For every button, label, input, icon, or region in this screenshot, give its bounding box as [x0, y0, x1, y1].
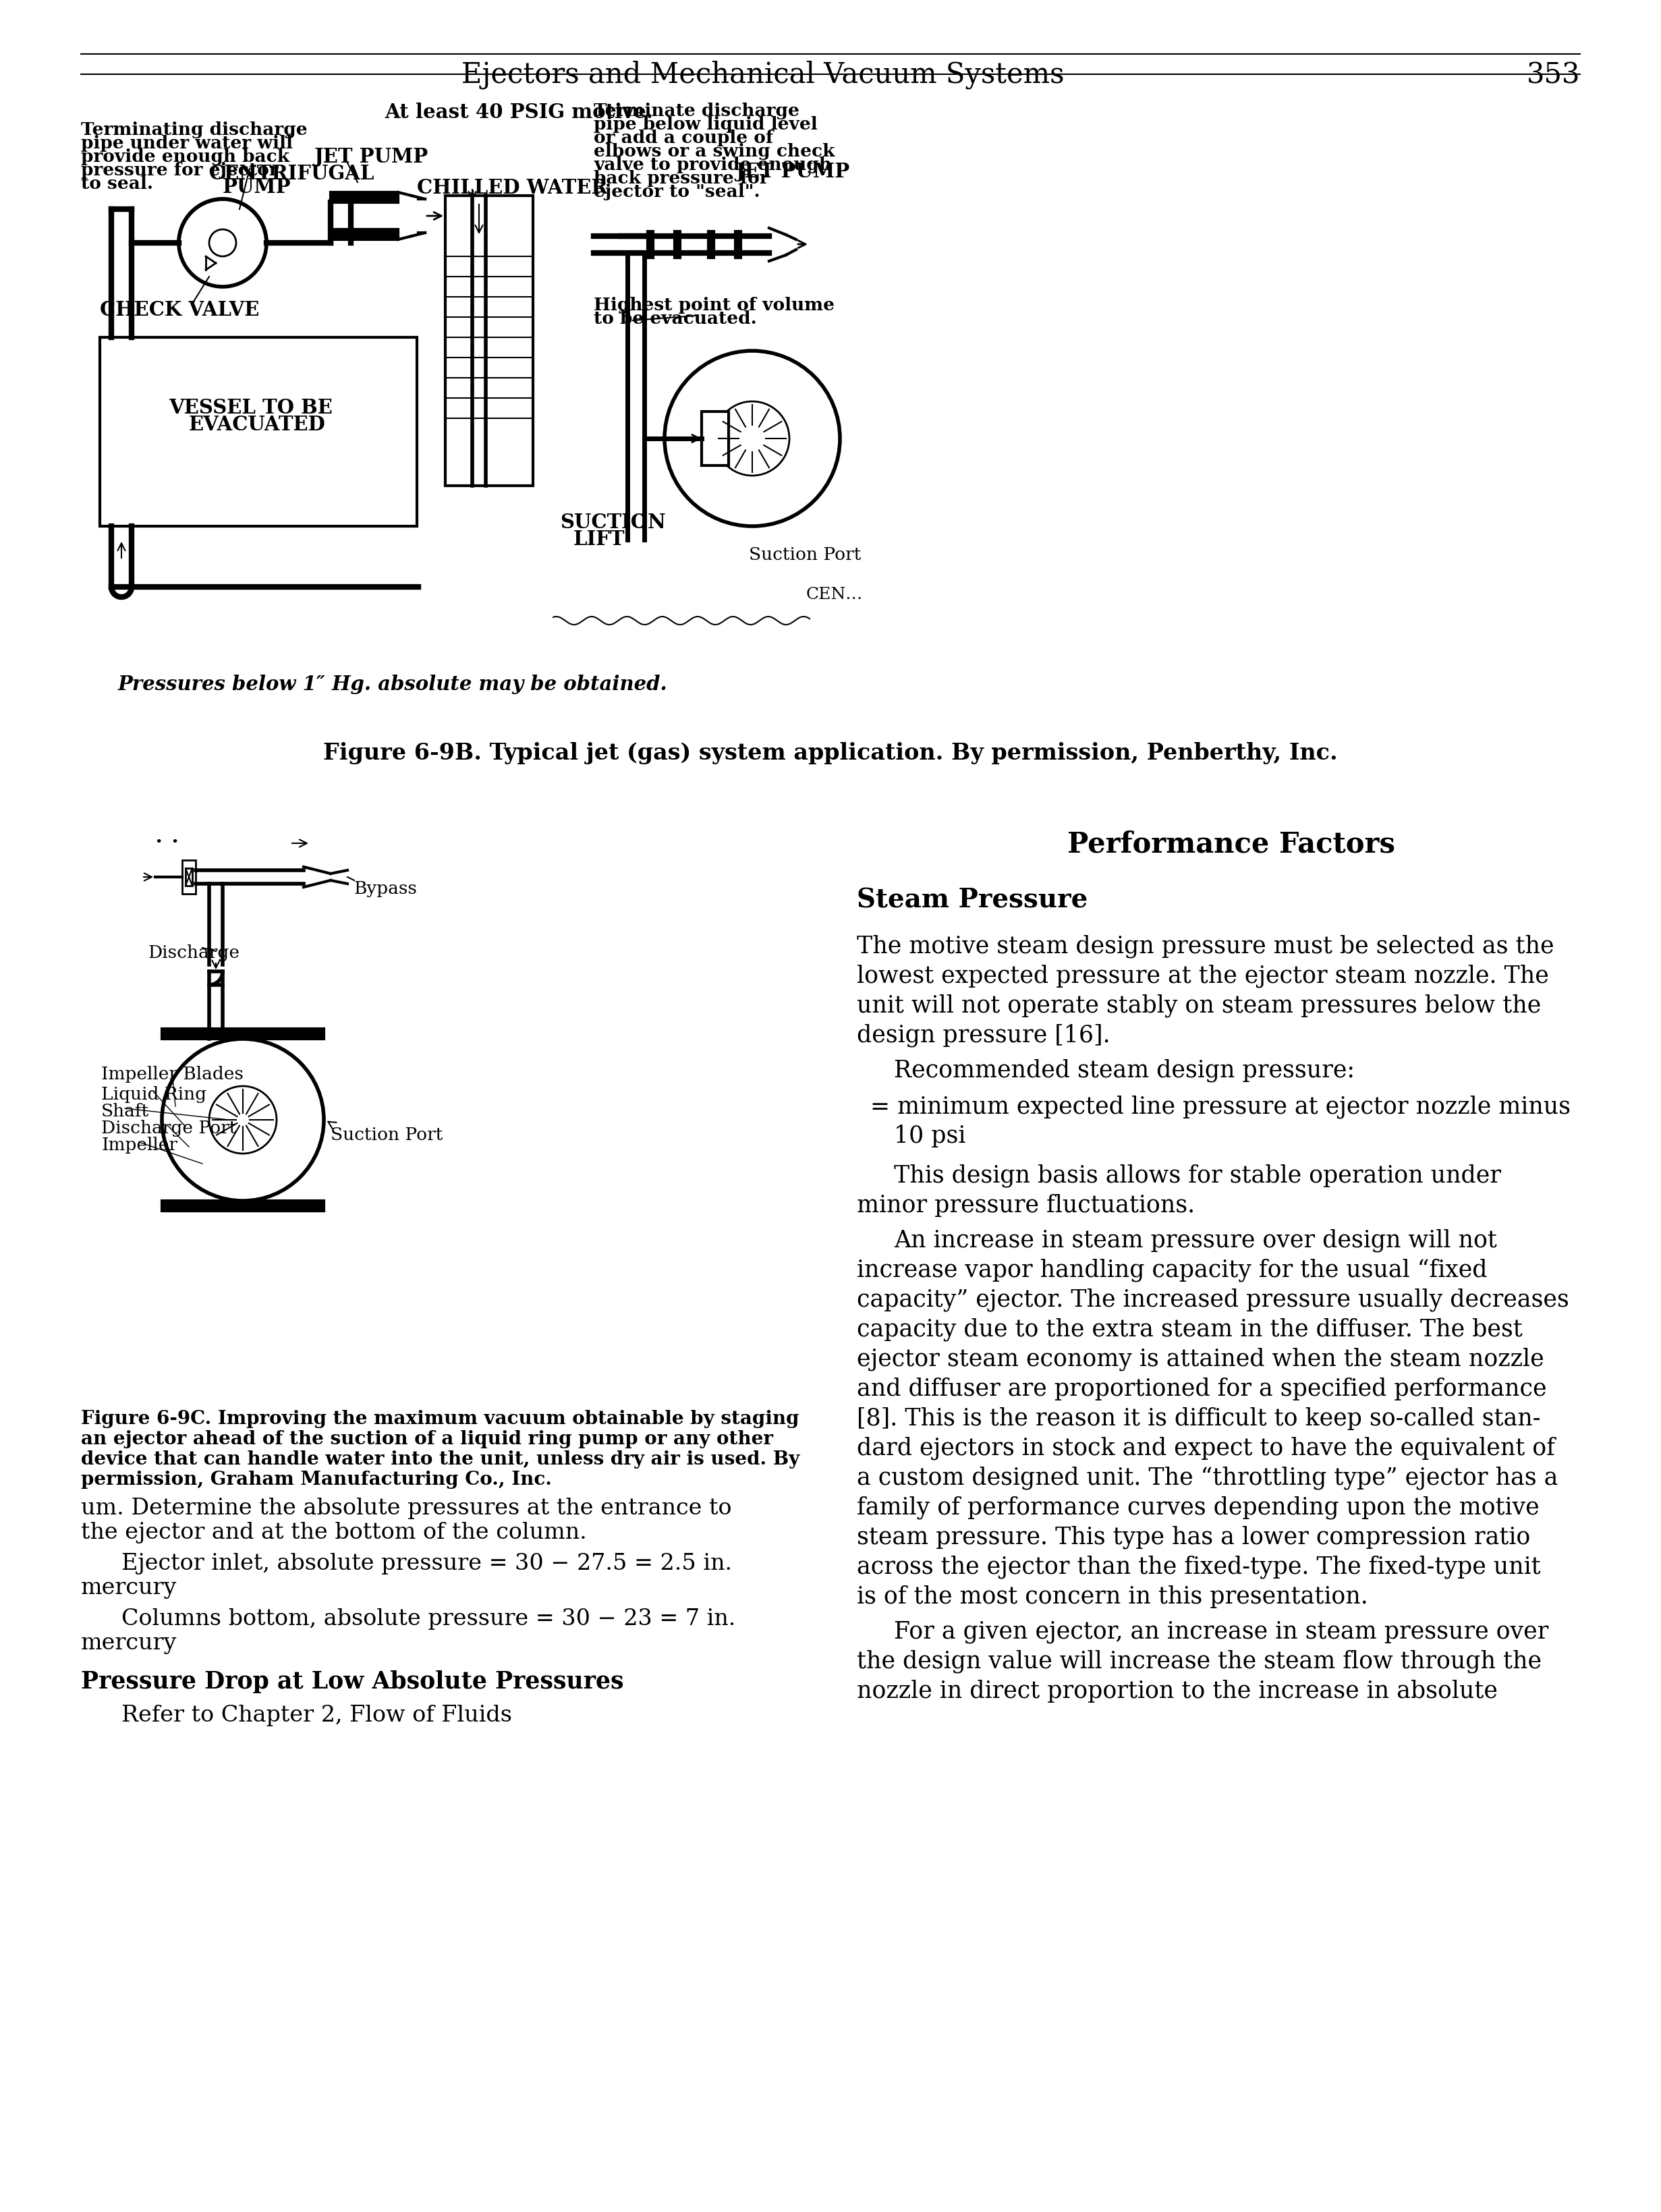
Bar — [183, 860, 196, 894]
Text: Suction Port: Suction Port — [749, 546, 860, 564]
Text: nozzle in direct proportion to the increase in absolute: nozzle in direct proportion to the incre… — [857, 1679, 1498, 1703]
Circle shape — [161, 1040, 324, 1201]
Circle shape — [179, 199, 266, 288]
Text: the design value will increase the steam flow through the: the design value will increase the steam… — [857, 1650, 1541, 1672]
Text: LIFT: LIFT — [573, 529, 625, 549]
Text: a custom designed unit. The “throttling type” ejector has a: a custom designed unit. The “throttling … — [857, 1467, 1558, 1491]
Text: The motive steam design pressure must be selected as the: The motive steam design pressure must be… — [857, 933, 1555, 958]
Text: capacity” ejector. The increased pressure usually decreases: capacity” ejector. The increased pressur… — [857, 1287, 1570, 1312]
Text: = minimum expected line pressure at ejector nozzle minus: = minimum expected line pressure at ejec… — [870, 1095, 1571, 1117]
Text: Recommended steam design pressure:: Recommended steam design pressure: — [894, 1057, 1355, 1082]
Text: JET PUMP: JET PUMP — [314, 146, 429, 166]
Text: For a given ejector, an increase in steam pressure over: For a given ejector, an increase in stea… — [894, 1621, 1548, 1644]
Text: SUCTION: SUCTION — [560, 513, 666, 533]
Text: Ejector inlet, absolute pressure = 30 − 27.5 = 2.5 in.: Ejector inlet, absolute pressure = 30 − … — [121, 1553, 733, 1575]
Text: to seal.: to seal. — [81, 175, 153, 192]
Text: to be evacuated.: to be evacuated. — [593, 310, 757, 327]
Text: CENTRIFUGAL: CENTRIFUGAL — [209, 164, 375, 184]
Text: Pressures below 1″ Hg. absolute may be obtained.: Pressures below 1″ Hg. absolute may be o… — [118, 675, 668, 695]
Text: device that can handle water into the unit, unless dry air is used. By: device that can handle water into the un… — [81, 1451, 799, 1469]
Text: An increase in steam pressure over design will not: An increase in steam pressure over desig… — [894, 1230, 1497, 1252]
Text: Impeller Blades: Impeller Blades — [101, 1066, 244, 1082]
Bar — [736, 232, 741, 257]
Bar — [186, 867, 193, 885]
Text: lowest expected pressure at the ejector steam nozzle. The: lowest expected pressure at the ejector … — [857, 964, 1548, 987]
Circle shape — [209, 1086, 277, 1155]
Text: permission, Graham Manufacturing Co., Inc.: permission, Graham Manufacturing Co., In… — [81, 1471, 551, 1489]
Text: Discharge Port: Discharge Port — [101, 1119, 236, 1137]
Text: valve to provide enough: valve to provide enough — [593, 157, 832, 173]
Text: [8]. This is the reason it is difficult to keep so-called stan-: [8]. This is the reason it is difficult … — [857, 1407, 1540, 1431]
Text: Performance Factors: Performance Factors — [1068, 830, 1395, 858]
Text: and diffuser are proportioned for a specified performance: and diffuser are proportioned for a spec… — [857, 1378, 1546, 1400]
Text: CHILLED WATER: CHILLED WATER — [417, 179, 608, 197]
Text: mercury: mercury — [81, 1577, 178, 1599]
Text: provide enough back: provide enough back — [81, 148, 289, 166]
Text: ejector steam economy is attained when the steam nozzle: ejector steam economy is attained when t… — [857, 1347, 1545, 1371]
Text: This design basis allows for stable operation under: This design basis allows for stable oper… — [894, 1164, 1502, 1188]
Text: the ejector and at the bottom of the column.: the ejector and at the bottom of the col… — [81, 1522, 586, 1544]
Text: 10 psi: 10 psi — [894, 1124, 965, 1148]
Text: pipe below liquid level: pipe below liquid level — [593, 115, 817, 133]
Bar — [161, 1029, 324, 1040]
Text: PUMP: PUMP — [223, 177, 291, 197]
Bar — [161, 1201, 324, 1210]
Text: Highest point of volume: Highest point of volume — [593, 296, 834, 314]
Text: pressure for ejector: pressure for ejector — [81, 161, 279, 179]
Text: Discharge: Discharge — [148, 945, 241, 962]
Text: Liquid Ring: Liquid Ring — [101, 1086, 206, 1104]
Bar — [100, 336, 417, 526]
Text: um. Determine the absolute pressures at the entrance to: um. Determine the absolute pressures at … — [81, 1498, 731, 1520]
Text: Terminating discharge: Terminating discharge — [81, 122, 307, 139]
Text: Pressure Drop at Low Absolute Pressures: Pressure Drop at Low Absolute Pressures — [81, 1670, 625, 1692]
Text: CHECK VALVE: CHECK VALVE — [100, 301, 259, 321]
Bar — [331, 230, 399, 239]
Text: family of performance curves depending upon the motive: family of performance curves depending u… — [857, 1495, 1540, 1520]
Text: Figure 6-9C. Improving the maximum vacuum obtainable by staging: Figure 6-9C. Improving the maximum vacuu… — [81, 1409, 799, 1429]
Text: design pressure [16].: design pressure [16]. — [857, 1024, 1110, 1046]
Text: steam pressure. This type has a lower compression ratio: steam pressure. This type has a lower co… — [857, 1526, 1530, 1548]
Text: CEN…: CEN… — [806, 586, 864, 602]
Text: minor pressure fluctuations.: minor pressure fluctuations. — [857, 1194, 1194, 1217]
Text: Refer to Chapter 2, Flow of Fluids: Refer to Chapter 2, Flow of Fluids — [121, 1705, 512, 1725]
Bar — [701, 411, 729, 465]
Text: Impeller: Impeller — [101, 1137, 178, 1155]
Text: Figure 6-9B. Typical jet (gas) system application. By permission, Penberthy, Inc: Figure 6-9B. Typical jet (gas) system ap… — [324, 741, 1337, 765]
Text: or add a couple of: or add a couple of — [593, 131, 774, 146]
Text: Shaft: Shaft — [101, 1104, 149, 1119]
Text: At least 40 PSIG motive.: At least 40 PSIG motive. — [385, 102, 653, 122]
Text: Suction Port: Suction Port — [331, 1126, 443, 1144]
Text: Terminate discharge: Terminate discharge — [593, 102, 799, 119]
Text: ejector to "seal".: ejector to "seal". — [593, 184, 761, 201]
Text: increase vapor handling capacity for the usual “fixed: increase vapor handling capacity for the… — [857, 1259, 1487, 1283]
Bar — [445, 195, 533, 487]
Text: EVACUATED: EVACUATED — [189, 416, 326, 434]
Text: across the ejector than the fixed-type. The fixed-type unit: across the ejector than the fixed-type. … — [857, 1555, 1541, 1579]
Circle shape — [664, 352, 840, 526]
Text: an ejector ahead of the suction of a liquid ring pump or any other: an ejector ahead of the suction of a liq… — [81, 1431, 772, 1449]
Text: mercury: mercury — [81, 1632, 178, 1655]
Text: pipe under water will: pipe under water will — [81, 135, 292, 153]
Circle shape — [716, 400, 789, 476]
Text: elbows or a swing check: elbows or a swing check — [593, 144, 835, 159]
Circle shape — [209, 230, 236, 257]
Text: dard ejectors in stock and expect to have the equivalent of: dard ejectors in stock and expect to hav… — [857, 1438, 1555, 1460]
Text: Ejectors and Mechanical Vacuum Systems: Ejectors and Mechanical Vacuum Systems — [462, 60, 1065, 88]
Text: Columns bottom, absolute pressure = 30 − 23 = 7 in.: Columns bottom, absolute pressure = 30 −… — [121, 1608, 736, 1630]
Text: Steam Pressure: Steam Pressure — [857, 887, 1088, 914]
Text: back pressure for: back pressure for — [593, 170, 769, 186]
Text: •  •: • • — [154, 836, 179, 849]
Bar — [331, 192, 399, 201]
Bar — [674, 232, 679, 257]
Text: is of the most concern in this presentation.: is of the most concern in this presentat… — [857, 1586, 1369, 1608]
Text: capacity due to the extra steam in the diffuser. The best: capacity due to the extra steam in the d… — [857, 1318, 1523, 1340]
Text: JET PUMP: JET PUMP — [736, 161, 849, 181]
Text: VESSEL TO BE: VESSEL TO BE — [169, 398, 332, 418]
Bar — [648, 232, 653, 257]
Text: Bypass: Bypass — [354, 880, 417, 898]
Text: unit will not operate stably on steam pressures below the: unit will not operate stably on steam pr… — [857, 993, 1541, 1018]
Bar — [708, 232, 714, 257]
Text: 353: 353 — [1526, 60, 1580, 88]
